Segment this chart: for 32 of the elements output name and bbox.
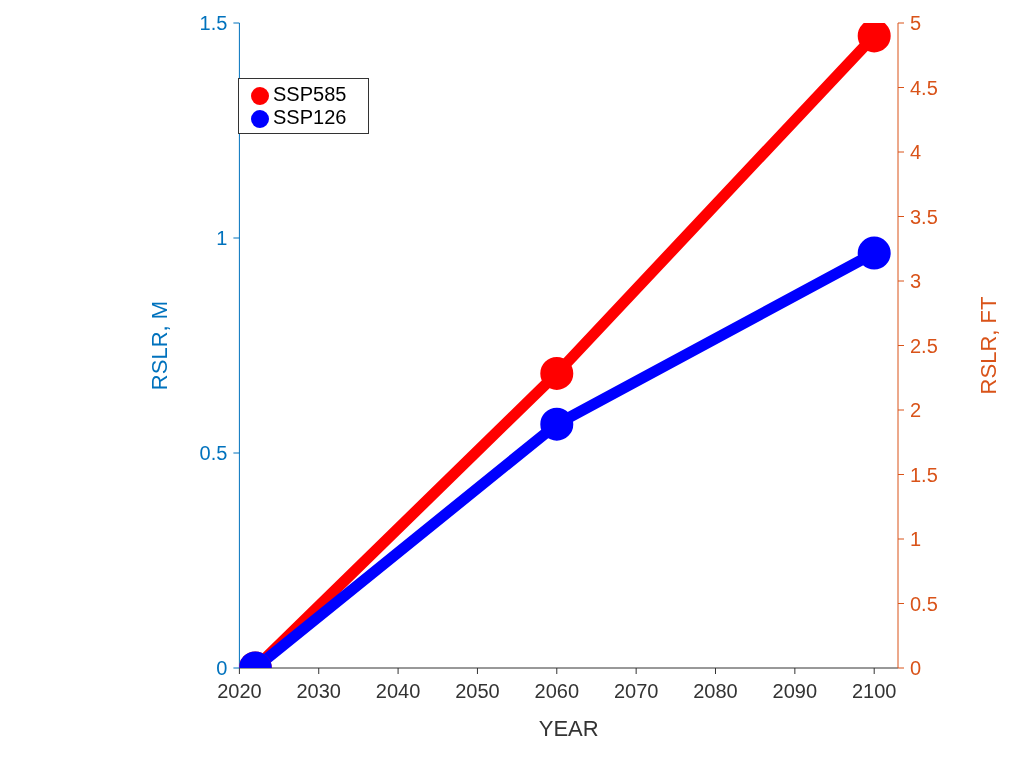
y2-tick-label: 0.5 [910,592,938,615]
point [857,236,891,270]
y2-tick-label: 1.5 [910,463,938,486]
y-tick-label: 0.5 [199,442,228,465]
y2-tick-label: 2 [910,399,922,422]
x-tick-label: 2070 [613,680,659,703]
y-tick-label: 1.5 [199,12,228,35]
y-tick-label: 0 [216,657,228,680]
x-tick-label: 2050 [455,680,500,703]
legend-label: SSP585 [273,83,347,105]
y2-axis-title: RSLR, FT [975,296,1001,395]
x-tick-label: 2060 [534,680,580,703]
y2-tick-label: 2.5 [910,334,938,357]
y2-tick-label: 5 [910,12,922,35]
x-tick-label: 2090 [772,680,818,703]
point [540,407,574,441]
legend-label: SSP126 [273,106,347,128]
x-tick-label: 2100 [851,680,897,703]
x-tick-label: 2030 [296,680,341,703]
x-tick-label: 2020 [217,680,262,703]
x-axis-title: YEAR [538,716,599,741]
y2-tick-label: 3.5 [910,205,938,228]
y2-tick-label: 0 [910,657,922,680]
y2-tick-label: 4.5 [910,76,938,99]
y-axis-title: RSLR, M [147,300,173,391]
x-tick-label: 2040 [375,680,421,703]
y2-tick-label: 4 [910,141,922,164]
point [540,356,574,390]
y2-tick-label: 3 [910,270,922,293]
x-tick-label: 2080 [693,680,738,703]
y-tick-label: 1 [216,227,228,250]
y2-tick-label: 1 [910,528,922,551]
